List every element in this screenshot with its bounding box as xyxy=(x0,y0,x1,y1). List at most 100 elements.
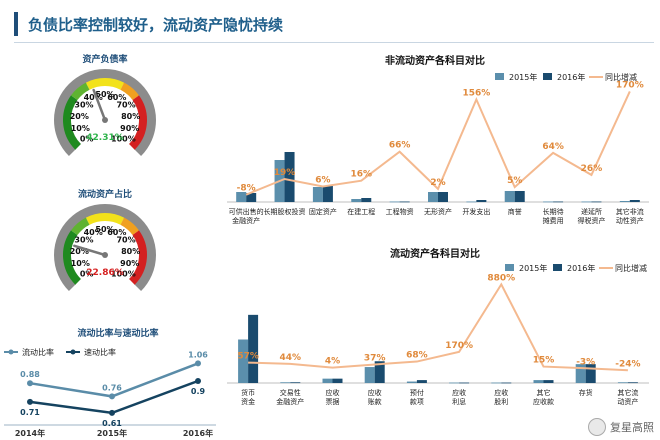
growth-line xyxy=(245,90,631,196)
legend-label: 2016年 xyxy=(567,263,595,273)
growth-label: 57% xyxy=(237,352,259,362)
bar xyxy=(543,380,554,383)
legend-swatch xyxy=(543,73,552,80)
bar xyxy=(591,201,602,203)
gauge-tick-label: 100% xyxy=(111,134,136,143)
category-label: 其它非流动性资产 xyxy=(616,207,644,225)
bar xyxy=(406,381,417,383)
gauge-current-asset-ratio: 流动资产占比 0%10% 20% 30%40%50%60%70% 80% 90%100%2… xyxy=(54,188,156,292)
year-label: 2014年 xyxy=(15,428,45,438)
gauge-band xyxy=(63,230,82,285)
gauge-tick-label: 100% xyxy=(111,269,136,278)
legend-label: 流动比率 xyxy=(22,347,54,357)
current-assets-chart: 流动资产各科目对比 2015年 2016年 同比增减 57% 44% 4% 37% 68% 170… xyxy=(227,247,649,406)
category-label: 开发支出 xyxy=(462,207,490,216)
gauge-band xyxy=(85,213,125,225)
category-label: 应收票据 xyxy=(326,388,340,406)
category-label: 其它流动资产 xyxy=(617,388,638,406)
ratio-point xyxy=(195,360,201,367)
gauge-tick-label: 90% xyxy=(120,124,139,133)
growth-label: 16% xyxy=(350,170,372,180)
gauge-tick-label: 10% xyxy=(71,124,90,133)
gauge-title: 流动资产占比 xyxy=(78,188,132,200)
title-divider xyxy=(14,42,654,43)
bar xyxy=(491,382,502,384)
category-label: 可供出售的金融资产 xyxy=(229,207,264,225)
page-title: 负债比率控制较好，流动资产隐忧持续 xyxy=(28,15,284,34)
bar xyxy=(236,192,247,202)
category-label: 货币资金 xyxy=(241,388,255,406)
growth-label: 64% xyxy=(542,142,564,152)
category-label: 其它应收款 xyxy=(533,388,554,406)
growth-label: -8% xyxy=(237,184,256,194)
growth-label: 6% xyxy=(315,176,330,186)
category-label: 交易性金融资产 xyxy=(276,388,304,406)
growth-label: 880% xyxy=(487,273,515,283)
gauge-tick-label: 90% xyxy=(120,259,139,268)
category-label: 应收账款 xyxy=(368,388,382,406)
gauge-band xyxy=(63,95,82,150)
growth-label: 19% xyxy=(274,168,296,178)
bar xyxy=(585,364,596,383)
gauge-tick-label: 20% xyxy=(70,112,89,121)
gauge-band xyxy=(128,95,147,150)
bar xyxy=(476,200,487,202)
bar xyxy=(543,201,554,203)
gauge-debt-ratio: 资产负债率 0%10% 20% 30%40%50%60%70% 80% 90%100%42… xyxy=(54,53,156,157)
ratio-label: 1.06 xyxy=(188,350,208,359)
gauge-band xyxy=(120,217,139,236)
growth-label: 170% xyxy=(616,80,644,90)
bar xyxy=(428,192,438,202)
year-label: 2015年 xyxy=(97,428,127,438)
bar xyxy=(617,382,628,384)
gauge-tick-label: 80% xyxy=(121,247,140,256)
legend-label: 2015年 xyxy=(519,263,547,273)
gauge-band xyxy=(120,82,139,101)
bar xyxy=(290,382,301,384)
gauge-tick-label: 0% xyxy=(80,269,94,278)
gauge-band xyxy=(71,82,90,101)
growth-label: 66% xyxy=(389,141,411,151)
category-label: 应收利息 xyxy=(452,388,466,406)
gauge-rim xyxy=(54,69,156,157)
bar xyxy=(389,201,400,203)
gauge-rim xyxy=(54,204,156,292)
bar xyxy=(322,186,333,202)
category-label: 商誉 xyxy=(508,207,522,216)
gauge-value: 42.31% xyxy=(86,133,124,143)
gauge-needle xyxy=(73,244,107,257)
legend-swatch xyxy=(505,264,514,271)
growth-label: 156% xyxy=(462,89,490,99)
gauge-tick-label: 60% xyxy=(107,93,126,102)
wechat-icon xyxy=(588,418,606,436)
category-label: 长期待摊费用 xyxy=(543,207,564,225)
bar xyxy=(553,201,564,203)
ratio-point xyxy=(109,393,115,400)
bar xyxy=(322,378,333,383)
ratio-point xyxy=(27,398,33,405)
growth-label: 26% xyxy=(581,164,603,174)
bar xyxy=(284,152,295,202)
bar xyxy=(533,380,544,383)
gauge-hub xyxy=(102,252,108,258)
legend-label: 2016年 xyxy=(557,72,585,82)
chart-title: 流动资产各科目对比 xyxy=(390,247,480,260)
bar xyxy=(501,382,512,384)
legend-label: 同比增减 xyxy=(605,72,637,82)
bar xyxy=(629,200,640,202)
bar xyxy=(581,201,592,203)
bar xyxy=(361,198,372,202)
category-label: 递延所得税资产 xyxy=(577,207,605,225)
ratio-point xyxy=(27,380,33,387)
gauge-needle xyxy=(92,88,107,122)
growth-label: 15% xyxy=(533,356,555,366)
category-label: 预付款项 xyxy=(410,388,424,406)
category-label: 工程物资 xyxy=(386,207,414,216)
growth-label: -3% xyxy=(576,357,595,367)
legend-label: 速动比率 xyxy=(84,347,116,357)
bar xyxy=(238,339,249,383)
noncurrent-assets-chart: 非流动资产各科目对比 2015年 2016年 同比增减 -8% 19% 6% 16% 66% 2%… xyxy=(227,54,649,225)
gauge-band xyxy=(85,78,125,90)
gauge-tick-label: 50% xyxy=(95,225,114,234)
bar xyxy=(312,187,323,202)
